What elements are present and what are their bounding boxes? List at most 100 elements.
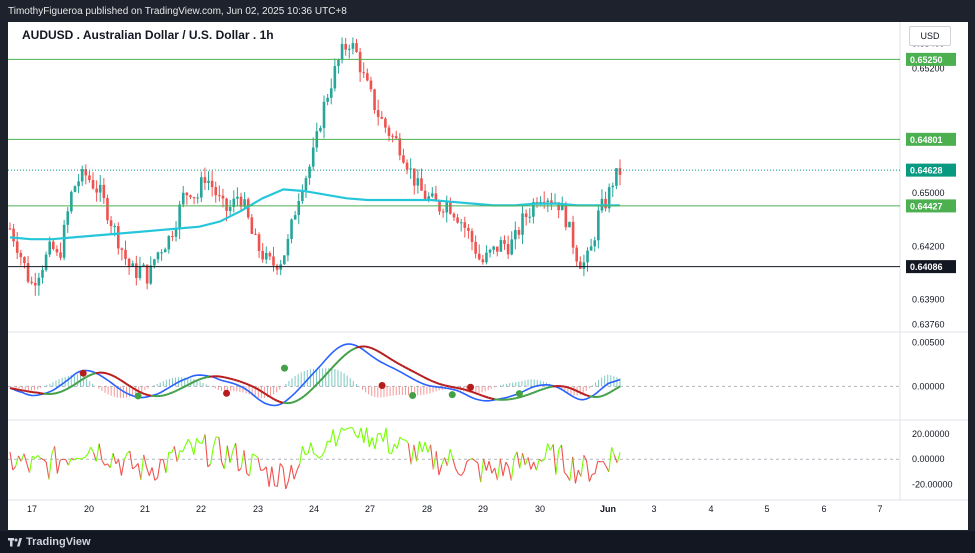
oscillator-segment — [396, 437, 401, 449]
time-tick-label: Jun — [600, 504, 616, 514]
signal-segment — [567, 386, 572, 390]
oscillator-segment — [296, 464, 301, 471]
oscillator-segment — [299, 446, 304, 465]
signal-segment — [294, 399, 299, 403]
oscillator-segment — [321, 450, 326, 457]
candle-body — [463, 222, 467, 228]
cross-marker — [79, 369, 87, 377]
candle-body — [499, 240, 503, 252]
oscillator-segment — [583, 454, 588, 462]
candles — [8, 37, 622, 296]
candle-body — [449, 201, 452, 214]
oscillator-segment — [145, 466, 150, 476]
candle-body — [366, 73, 369, 81]
signal-segment — [315, 380, 321, 386]
candle-body — [88, 175, 91, 181]
oscillator-segment — [84, 453, 89, 458]
oscillator-segment — [293, 470, 298, 480]
oscillator-segment — [541, 458, 546, 462]
time-tick-label: 20 — [84, 504, 94, 514]
signal-segment — [52, 392, 57, 395]
candle-body — [62, 224, 66, 258]
oscillator-segment — [588, 474, 593, 482]
chart-area[interactable] — [8, 22, 968, 530]
candle-body — [138, 266, 142, 278]
oscillator-segment — [421, 441, 426, 453]
candle-body — [423, 190, 427, 200]
chart-svg[interactable]: 0.637600.639000.642000.650000.652000.654… — [8, 22, 968, 530]
signal-segment — [187, 382, 192, 386]
candle-body — [264, 252, 268, 260]
signal-segment — [524, 393, 529, 397]
oscillator-segment — [71, 457, 75, 461]
oscillator-segment — [279, 463, 284, 468]
oscillator-segment — [527, 457, 532, 470]
cross-marker — [448, 391, 456, 399]
signal-segment — [371, 347, 376, 351]
signal-segment — [169, 391, 173, 395]
publisher-line: TimothyFigueroa published on TradingView… — [8, 6, 347, 17]
oscillator-segment — [513, 451, 518, 458]
oscillator-segment — [254, 454, 259, 459]
oscillator-segment — [204, 434, 209, 467]
candle-body — [514, 230, 517, 240]
oscillator-segment — [544, 443, 549, 460]
oscillator-segment — [547, 443, 551, 451]
signal-segment — [135, 388, 140, 393]
oscillator-segment — [357, 427, 362, 439]
oscillator-segment — [566, 475, 571, 481]
oscillator-segment — [73, 457, 78, 461]
signal-segment — [79, 377, 85, 382]
signal-segment — [564, 385, 569, 389]
candle-body — [120, 248, 124, 250]
candle-body — [355, 43, 358, 52]
oscillator-segment — [17, 455, 22, 462]
oscillator-segment — [332, 429, 337, 447]
candle-body — [135, 263, 138, 278]
signal-segment — [521, 394, 526, 398]
candle-body — [597, 210, 600, 241]
currency-selector[interactable]: USD — [909, 26, 951, 46]
candle-body — [470, 230, 474, 242]
candle-body — [200, 177, 203, 198]
candle-body — [145, 264, 149, 284]
signal-segment — [55, 391, 60, 395]
candle-body — [66, 211, 70, 225]
time-tick-label: 24 — [309, 504, 319, 514]
signal-segment — [288, 401, 293, 405]
candle-body — [474, 241, 477, 254]
signal-segment — [616, 385, 621, 390]
oscillator-segment — [443, 457, 448, 466]
oscillator-segment — [313, 452, 317, 456]
candle-body — [109, 220, 113, 227]
signal-segment — [242, 381, 247, 385]
signal-segment — [601, 394, 606, 398]
oscillator-segment — [494, 467, 498, 481]
signal-segment — [70, 383, 75, 388]
candle-body — [37, 277, 41, 286]
oscillator-segment — [232, 443, 237, 452]
signal-segment — [549, 385, 553, 389]
oscillator-segment — [393, 443, 398, 449]
oscillator-segment — [505, 461, 510, 468]
signal-segment — [279, 400, 284, 404]
candle-body — [181, 192, 185, 205]
signal-segment — [199, 377, 204, 381]
oscillator-segment — [301, 446, 306, 456]
oscillator-segment — [20, 453, 25, 462]
oscillator-segment — [207, 463, 211, 468]
oscillator-segment — [324, 440, 329, 452]
oscillator-segment — [59, 458, 64, 461]
signal-segment — [263, 392, 269, 397]
signal-segment — [328, 367, 333, 373]
candle-body — [221, 195, 225, 199]
oscillator-segment — [379, 433, 384, 443]
candle-body — [503, 240, 506, 245]
signal-segment — [585, 394, 590, 398]
signal-segment — [257, 388, 262, 393]
signal-segment — [401, 364, 406, 369]
signal-segment — [12, 387, 17, 391]
candle-body — [268, 252, 272, 257]
signal-segment — [475, 392, 480, 396]
oscillator-segment — [290, 464, 295, 480]
